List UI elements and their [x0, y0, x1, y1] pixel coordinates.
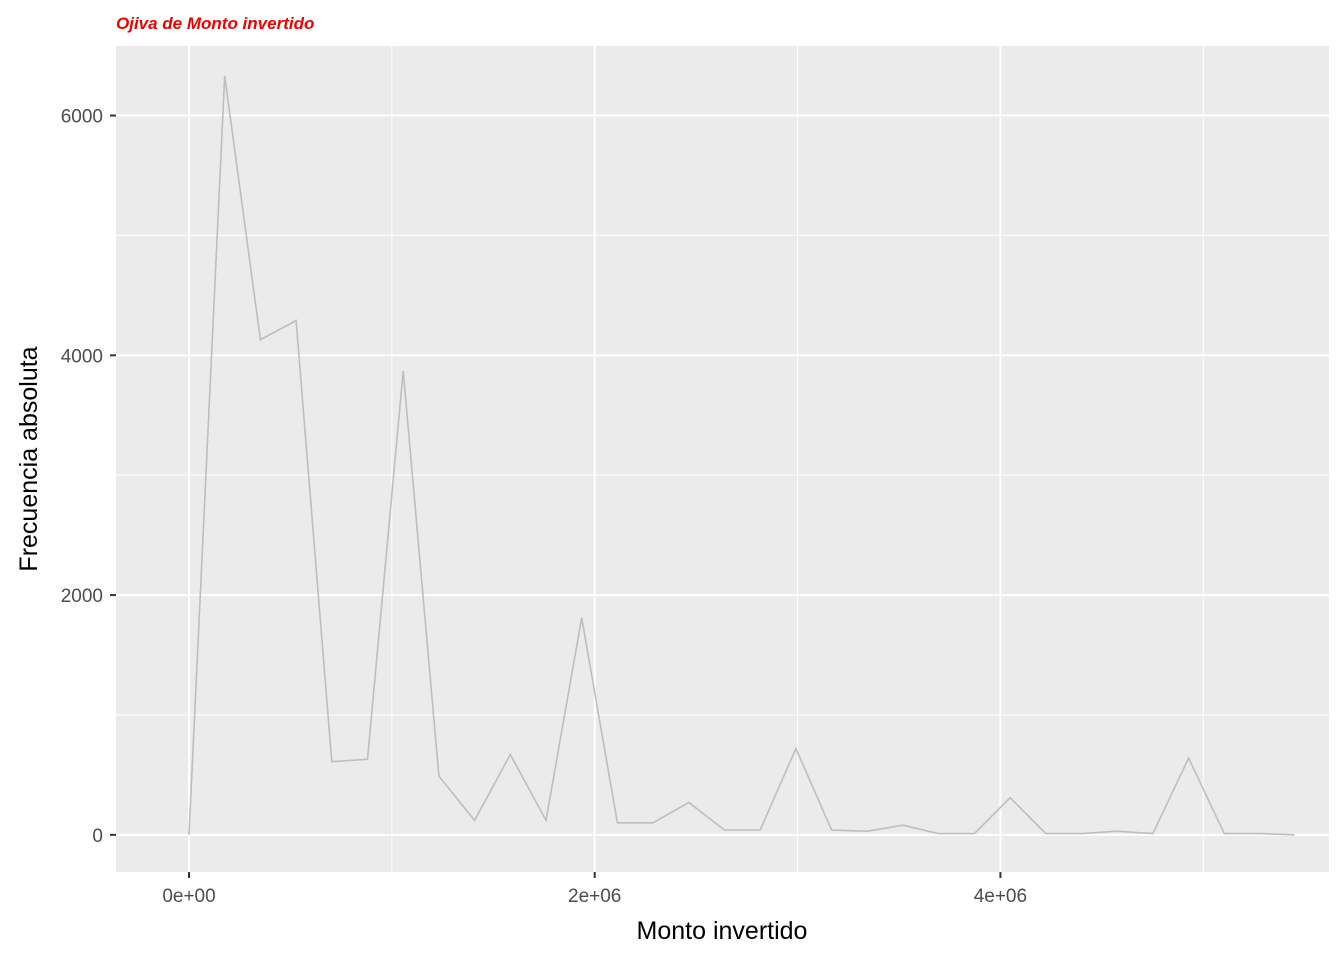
x-tick-label: 0e+00 — [162, 886, 215, 907]
plot-panel — [116, 46, 1329, 872]
chart-title: Ojiva de Monto invertido — [116, 14, 314, 33]
y-axis: 0 2000 4000 6000 — [61, 107, 116, 847]
y-tick-label: 4000 — [61, 346, 103, 367]
y-tick-label: 6000 — [61, 107, 103, 128]
x-tick-label: 2e+06 — [568, 886, 621, 907]
x-axis-title: Monto invertido — [637, 917, 808, 945]
y-axis-title: Frecuencia absoluta — [15, 346, 43, 571]
y-tick-label: 2000 — [61, 586, 103, 607]
x-axis: 0e+00 2e+06 4e+06 — [162, 872, 1027, 907]
x-tick-label: 4e+06 — [974, 886, 1027, 907]
grid-minor — [116, 46, 1329, 872]
series-line — [188, 75, 1295, 836]
y-tick-label: 0 — [92, 826, 103, 847]
